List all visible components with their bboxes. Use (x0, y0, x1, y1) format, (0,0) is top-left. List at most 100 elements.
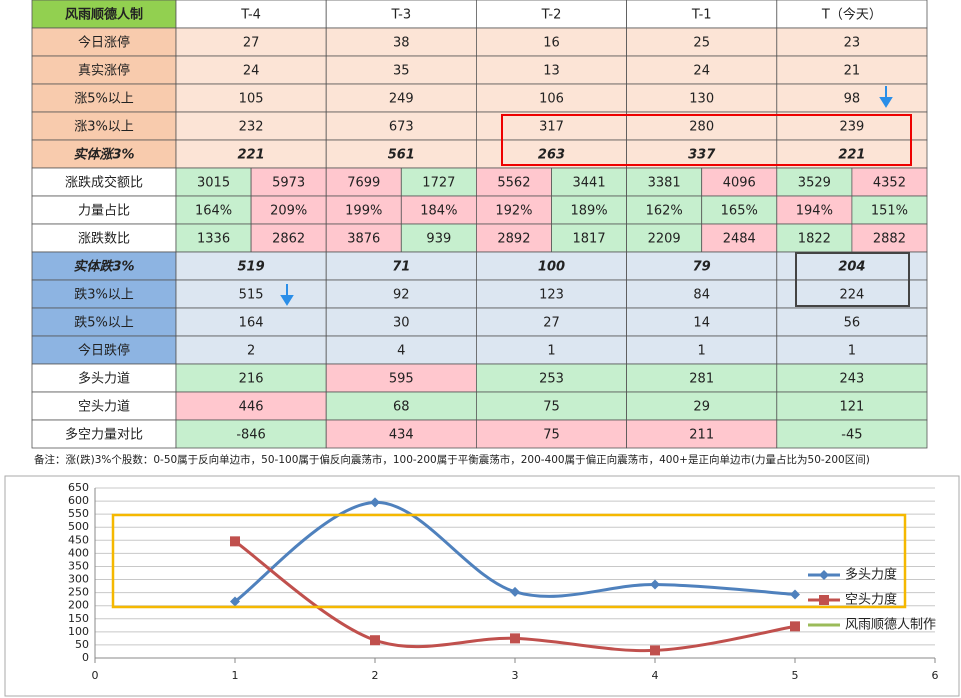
x-tick-label: 5 (792, 669, 799, 682)
cell-text: 1 (698, 344, 706, 359)
header-text: T-1 (691, 8, 712, 23)
cell-text: 3441 (573, 176, 606, 191)
cell-text: 2882 (873, 232, 906, 247)
cell (400, 223, 477, 253)
y-tick-label: 50 (75, 638, 89, 651)
header-text: T-3 (390, 8, 411, 23)
cell-text: 1817 (573, 232, 606, 247)
row-label-cell (31, 223, 177, 253)
cell-text: 263 (538, 148, 565, 163)
chart-frame (4, 475, 960, 697)
highlight-box (111, 513, 907, 609)
cell-text: 280 (689, 120, 714, 135)
row-label: 涨3%以上 (74, 120, 134, 135)
x-tick-label: 6 (932, 669, 939, 682)
cell (175, 419, 327, 449)
y-tick-label: 150 (68, 612, 89, 625)
cell (175, 307, 327, 337)
cell (776, 83, 928, 113)
arrow (879, 86, 893, 108)
cell-text: 239 (839, 120, 864, 135)
cell-text: 25 (693, 36, 710, 51)
row-label-cell (31, 111, 177, 141)
cell-text: 561 (388, 148, 415, 163)
cell-text: 209% (270, 204, 307, 219)
highlight-box (795, 252, 910, 307)
cell-text: 281 (689, 372, 714, 387)
cell-text: 14 (693, 316, 710, 331)
cell-text: 1822 (798, 232, 831, 247)
row-label: 今日涨停 (78, 35, 130, 51)
cell-text: 2892 (497, 232, 530, 247)
x-tick-label: 4 (652, 669, 659, 682)
cell (551, 223, 627, 253)
y-tick-label: 450 (68, 533, 89, 546)
cell-text: 23 (844, 36, 861, 51)
cell-text: 29 (693, 400, 710, 415)
cell-text: 939 (426, 232, 451, 247)
cell-text: 5562 (497, 176, 530, 191)
cell (175, 223, 252, 253)
header-cell (175, 0, 327, 29)
cell (175, 251, 327, 281)
x-tick-label: 2 (372, 669, 379, 682)
cell-text: 446 (239, 400, 264, 415)
cell-text: 162% (646, 204, 683, 219)
row-label-cell (31, 391, 177, 421)
cell (325, 139, 477, 169)
row-label: 实体跌3% (73, 259, 134, 275)
cell-text: 24 (243, 64, 260, 79)
cell-text: 1 (547, 344, 555, 359)
cell-text: 35 (393, 64, 410, 79)
row-label-cell (31, 195, 177, 225)
cell-text: 100 (538, 260, 565, 275)
cell-text: 3876 (347, 232, 380, 247)
y-tick-label: 200 (68, 599, 89, 612)
cell (475, 363, 627, 393)
header-text: T（今天） (821, 7, 882, 23)
cell (400, 195, 477, 225)
cell-text: 1727 (422, 176, 455, 191)
table: 风雨顺德人制 T-4 T-3 T-2 T-1 T（今天） 今日涨停 27 38 16 25 23 真实涨… (31, 0, 928, 449)
cell (175, 279, 327, 309)
cell (776, 111, 928, 141)
y-tick-label: 300 (68, 573, 89, 586)
row-label-cell (31, 139, 177, 169)
cell (776, 223, 853, 253)
cell (325, 111, 477, 141)
cell-text: 232 (239, 120, 264, 135)
cell (175, 139, 327, 169)
cell (475, 419, 627, 449)
cell-text: 5973 (272, 176, 305, 191)
row-label-cell (31, 363, 177, 393)
row-label-cell (31, 55, 177, 85)
cell (475, 391, 627, 421)
y-tick-label: 100 (68, 625, 89, 638)
cell-text: 673 (389, 120, 414, 135)
cell (701, 195, 778, 225)
cell-text: 243 (839, 372, 864, 387)
cell-text: 224 (839, 288, 864, 303)
marker (370, 635, 380, 646)
cell-text: 2209 (648, 232, 681, 247)
cell-text: 216 (239, 372, 264, 387)
cell-text: 27 (543, 316, 560, 331)
row-label: 多空力量对比 (65, 427, 143, 443)
cell-text: 56 (844, 316, 861, 331)
x-tick-label: 0 (92, 669, 99, 682)
cell-text: 2862 (272, 232, 305, 247)
cell-text: 199% (345, 204, 382, 219)
cell-text: 221 (838, 148, 865, 163)
marker (650, 579, 660, 590)
x-tick-label: 3 (512, 669, 519, 682)
legend-label: 空头力度 (845, 592, 897, 608)
cell-text: 21 (844, 64, 861, 79)
cell-text: -45 (841, 428, 862, 443)
cell (325, 27, 477, 57)
cell (175, 363, 327, 393)
series-line (234, 500, 796, 603)
row-label: 跌3%以上 (74, 287, 134, 303)
cell (776, 55, 928, 85)
marker (650, 645, 660, 656)
cell (851, 195, 928, 225)
